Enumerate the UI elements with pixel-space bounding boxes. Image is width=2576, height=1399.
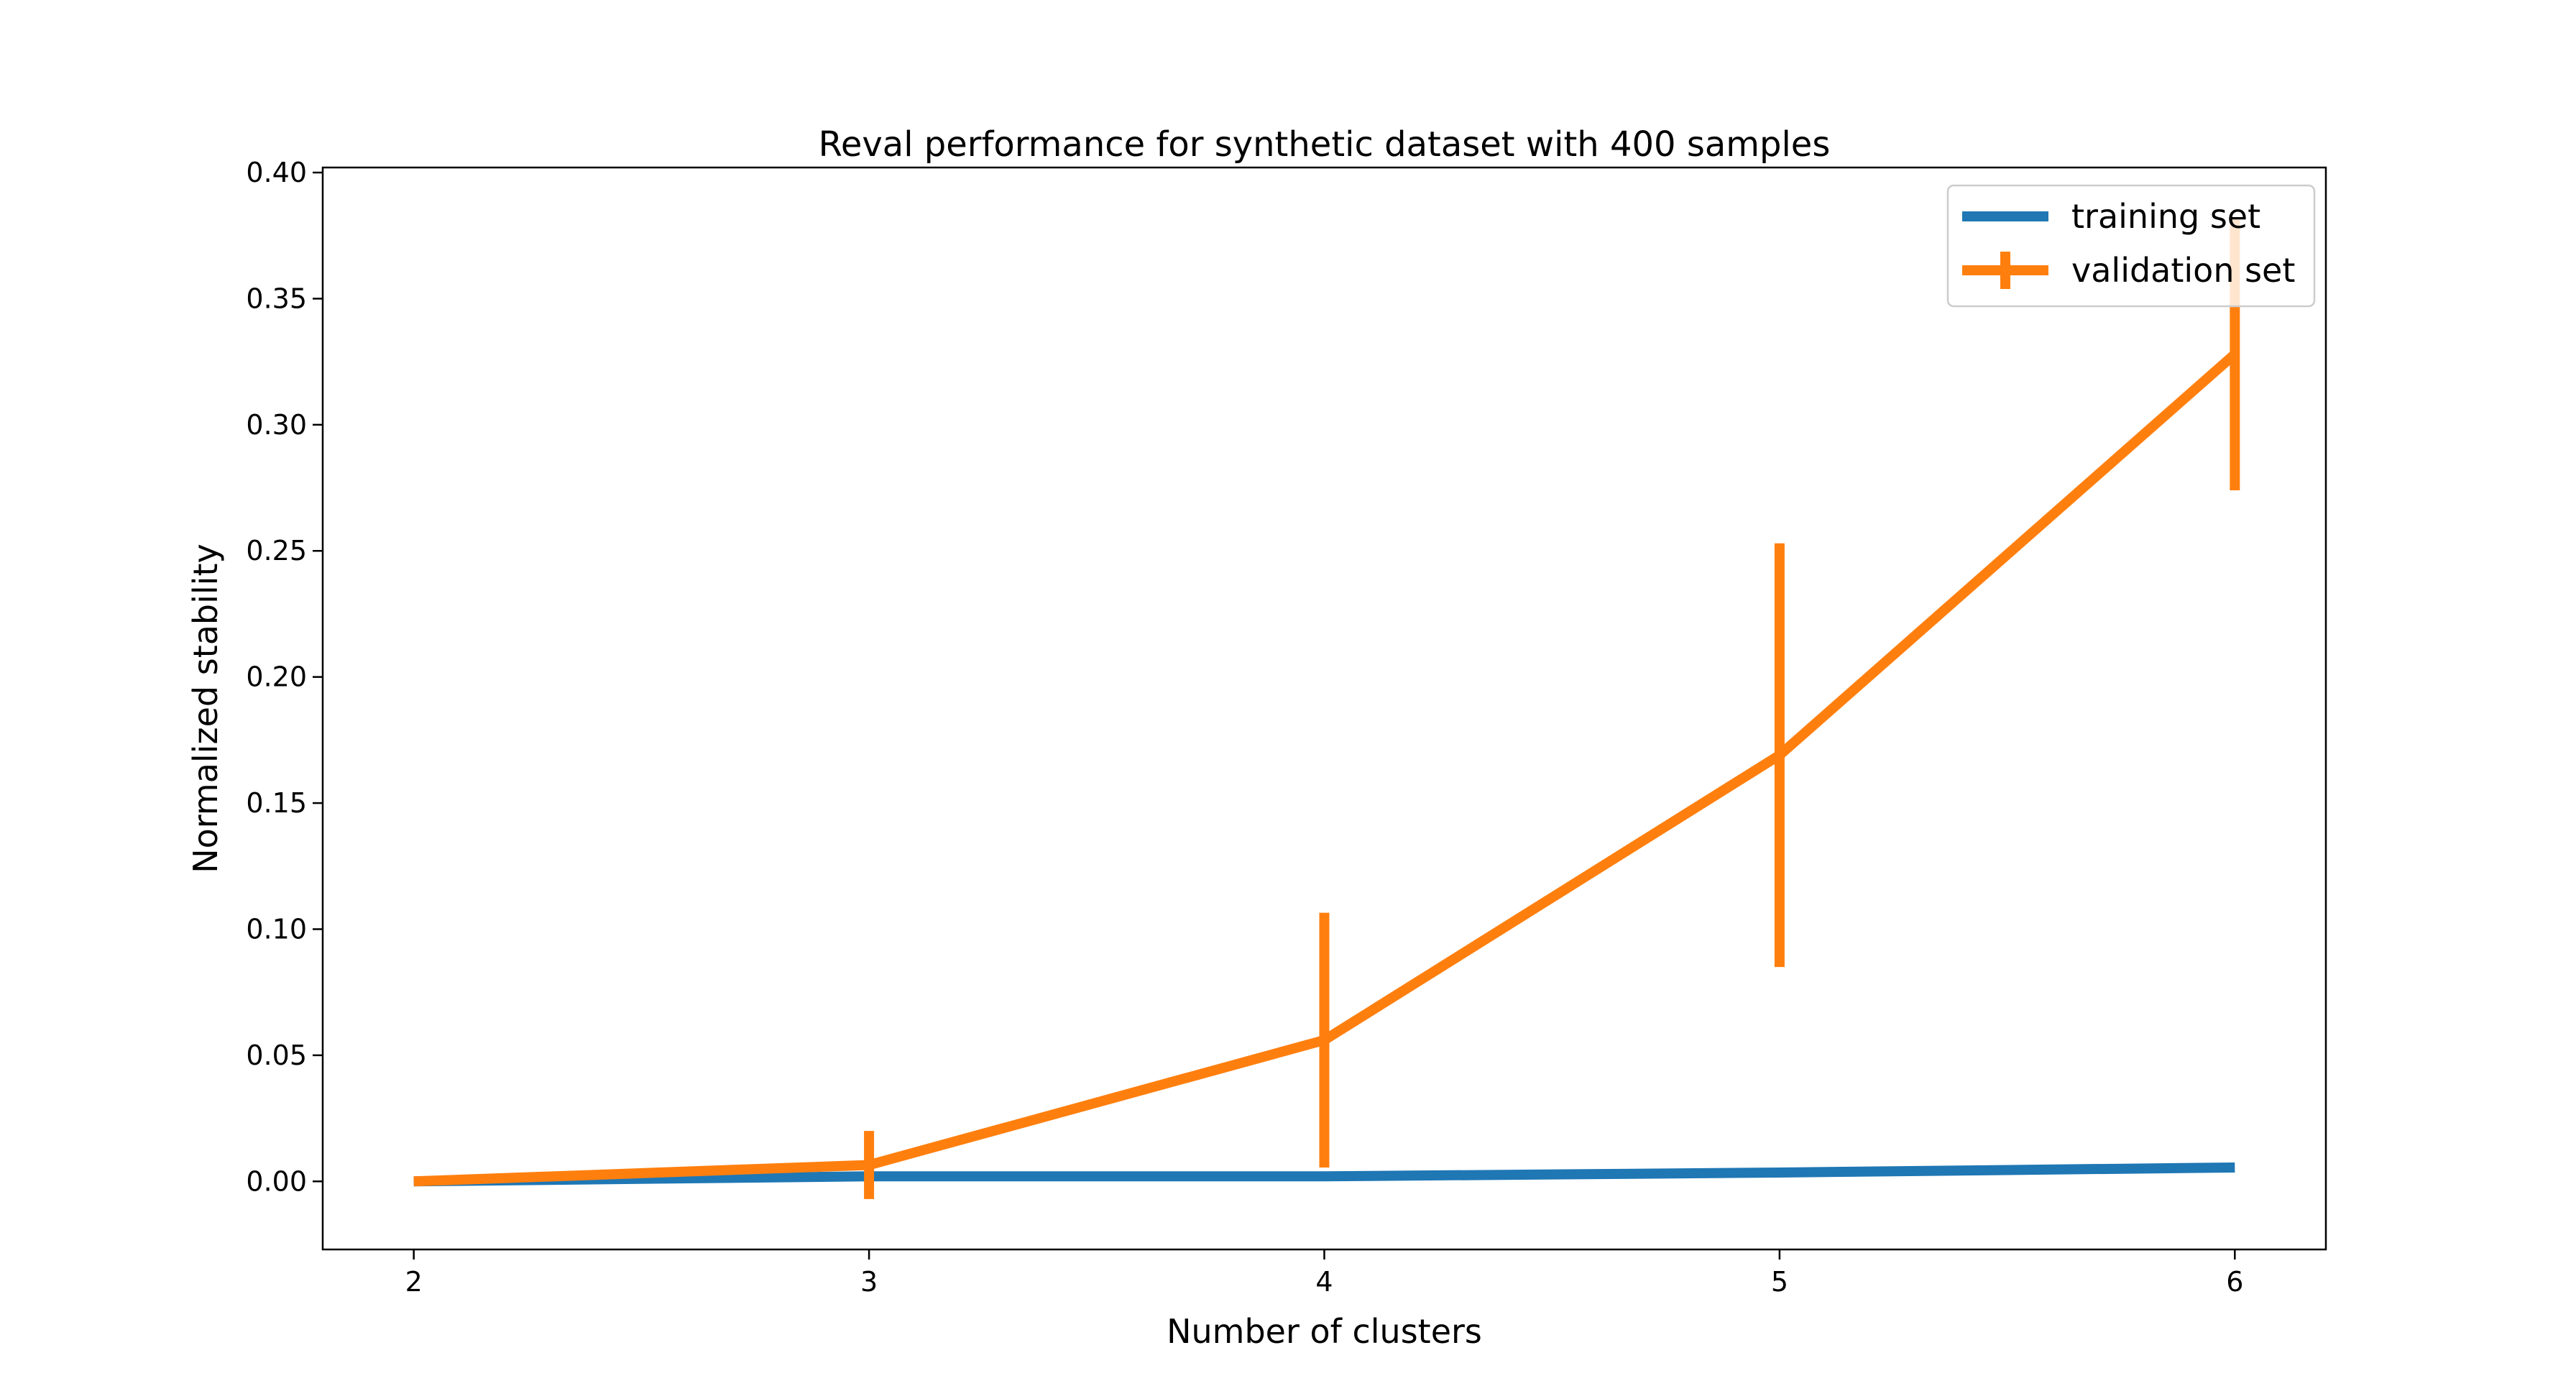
y-tick-label: 0.25 [246,535,307,567]
y-tick-label: 0.40 [246,157,307,188]
y-tick-label: 0.30 [246,409,307,441]
y-tick-label: 0.20 [246,661,307,693]
x-tick-label: 5 [1771,1266,1788,1298]
y-axis-label: Normalized stability [186,543,225,873]
legend-label: training set [2071,197,2260,236]
x-tick-label: 6 [2226,1266,2243,1298]
chart-title: Reval performance for synthetic dataset … [819,124,1831,165]
legend: training set validation set [1946,184,2316,308]
data-marks [413,218,2240,1199]
series-line-training-set [413,1162,2235,1187]
y-tick-label: 0.05 [246,1040,307,1071]
x-tick-label: 2 [405,1266,423,1298]
y-tick-label: 0.35 [246,283,307,314]
y-tick-label: 0.00 [246,1165,307,1197]
y-tick-label: 0.15 [246,787,307,819]
x-axis-label: Number of clusters [1167,1312,1482,1351]
x-tick-label: 4 [1315,1266,1333,1298]
legend-label: validation set [2071,251,2295,290]
x-tick-label: 3 [860,1266,878,1298]
axis-ticks: 2 3 4 5 6 0.00 0.05 0.10 0.15 0.20 0.25 0.30 0.35 0.4… [246,157,2243,1298]
y-tick-label: 0.10 [246,913,307,945]
